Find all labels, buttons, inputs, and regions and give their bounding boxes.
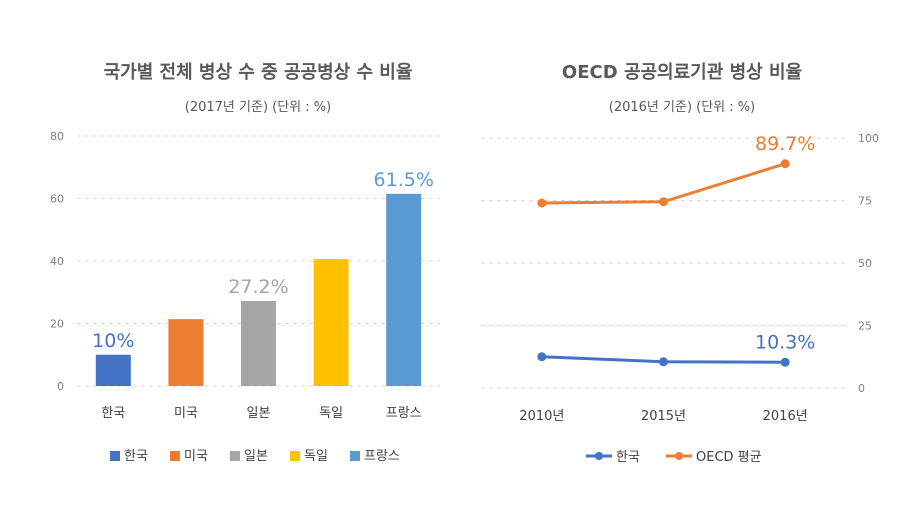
legend-label: 프랑스 bbox=[364, 449, 400, 464]
legend-swatch bbox=[230, 451, 240, 461]
bar-y-tick: 0 bbox=[57, 380, 64, 393]
legend-swatch bbox=[110, 451, 120, 461]
bar-data-label: 27.2% bbox=[228, 276, 288, 298]
bar-category-label: 독일 bbox=[319, 406, 343, 421]
legend-label: 독일 bbox=[304, 449, 328, 464]
bar-category-label: 일본 bbox=[247, 406, 271, 421]
legend-label: 일본 bbox=[244, 449, 268, 464]
bar-data-label: 61.5% bbox=[374, 169, 434, 191]
bar-category-label: 미국 bbox=[174, 406, 198, 421]
legend-label: 미국 bbox=[184, 449, 208, 464]
bar-y-tick: 60 bbox=[50, 193, 64, 206]
legend-swatch bbox=[290, 451, 300, 461]
bar-5 bbox=[386, 193, 422, 386]
bar-category-label: 한국 bbox=[101, 406, 125, 421]
legend-label: 한국 bbox=[124, 449, 148, 464]
bar-y-tick: 20 bbox=[50, 318, 64, 331]
bar-data-label: 10% bbox=[92, 330, 134, 352]
bar-chart-subtitle: (2017년 기준) (단위 : %) bbox=[185, 100, 331, 115]
bar-y-tick: 80 bbox=[50, 130, 64, 143]
legend-swatch bbox=[350, 451, 360, 461]
bar-3 bbox=[241, 301, 276, 386]
bar-chart-title: 국가별 전체 병상 수 중 공공병상 수 비율 bbox=[104, 62, 413, 83]
bar-y-tick: 40 bbox=[50, 255, 64, 268]
bar-1 bbox=[95, 354, 131, 386]
bar-4 bbox=[313, 259, 349, 386]
bar-category-label: 프랑스 bbox=[386, 406, 422, 421]
bar-2 bbox=[168, 319, 204, 386]
legend-swatch bbox=[170, 451, 180, 461]
